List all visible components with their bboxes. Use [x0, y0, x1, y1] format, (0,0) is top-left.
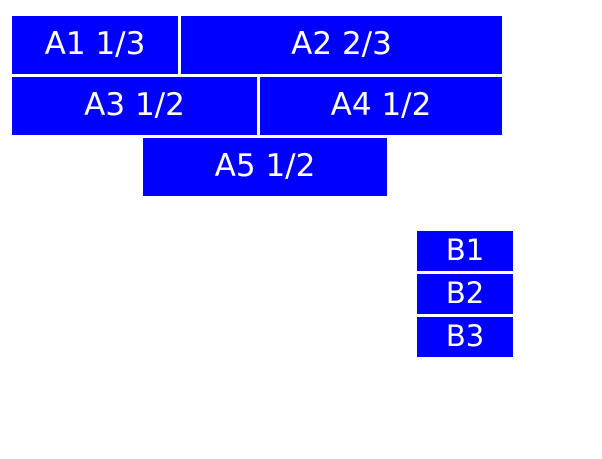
box-a4: A4 1/2 — [260, 77, 502, 135]
box-a1-label: A1 1/3 — [44, 25, 146, 62]
box-b3-label: B3 — [445, 318, 485, 353]
box-b1: B1 — [417, 231, 513, 271]
box-a2: A2 2/3 — [181, 16, 502, 74]
box-a2-label: A2 2/3 — [291, 25, 392, 62]
box-b1-label: B1 — [445, 232, 485, 267]
box-a5: A5 1/2 — [143, 138, 387, 196]
box-a3: A3 1/2 — [12, 77, 257, 135]
box-a5-label: A5 1/2 — [214, 147, 316, 184]
box-b3: B3 — [417, 317, 513, 357]
box-a1: A1 1/3 — [12, 16, 178, 74]
box-b2: B2 — [417, 274, 513, 314]
box-b2-label: B2 — [445, 275, 485, 310]
box-a3-label: A3 1/2 — [84, 86, 185, 123]
box-a4-label: A4 1/2 — [330, 86, 432, 123]
